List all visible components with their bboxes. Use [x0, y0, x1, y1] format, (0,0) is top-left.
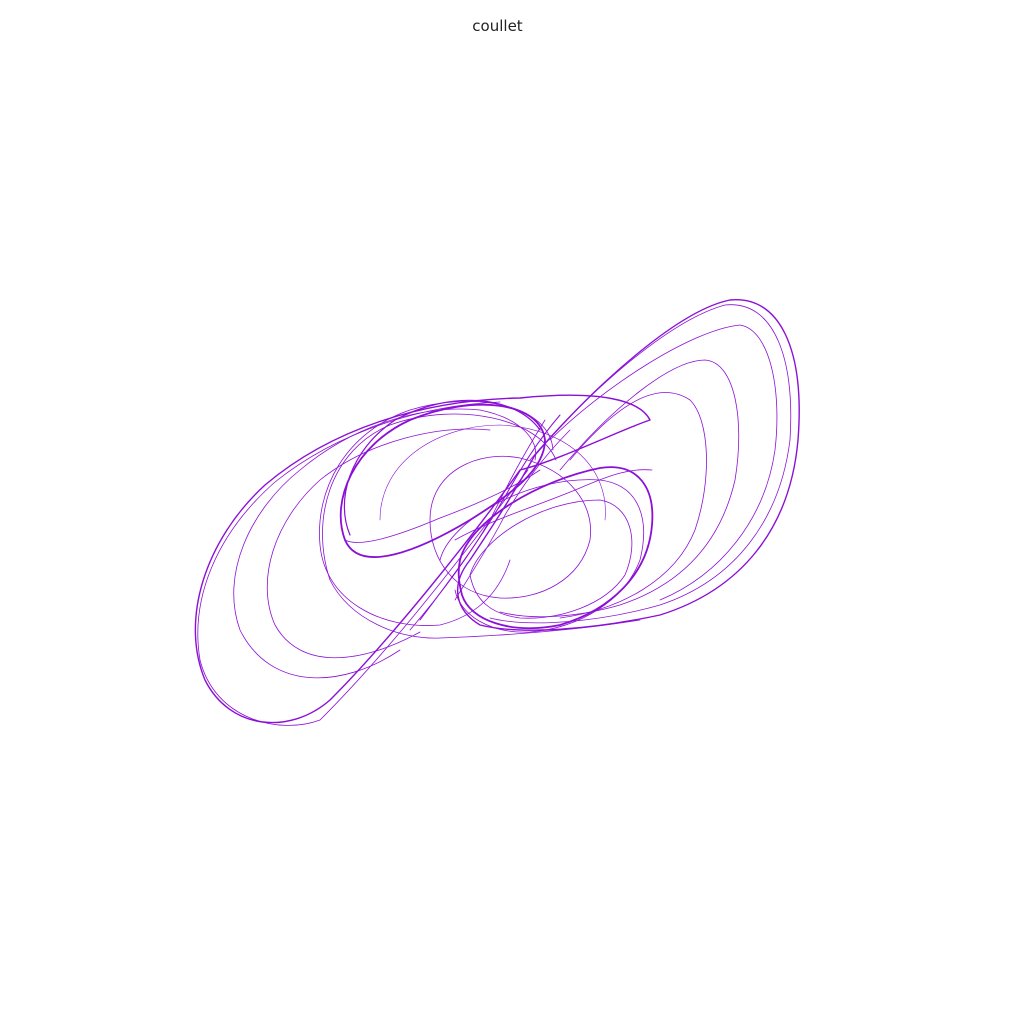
attractor-trajectory — [194, 299, 800, 726]
trajectory-loop-20 — [454, 429, 571, 601]
trajectory-loop-21 — [409, 419, 546, 631]
trajectory-loop-17 — [559, 392, 707, 619]
trajectory-loop-13 — [469, 499, 633, 619]
trajectory-loop-6 — [266, 428, 491, 659]
trajectory-loop-7 — [339, 403, 546, 558]
trajectory-loop-14 — [429, 455, 592, 599]
trajectory-loop-22 — [344, 469, 541, 543]
figure-title: coullet — [472, 17, 523, 35]
trajectory-loop-1 — [194, 394, 651, 724]
trajectory-loop-5 — [233, 408, 537, 679]
trajectory-loop-8 — [319, 400, 554, 626]
trajectory-loop-16 — [499, 359, 740, 618]
trajectory-loop-3 — [489, 304, 792, 624]
trajectory-loop-12 — [439, 479, 644, 633]
trajectory-loop-4 — [197, 401, 529, 726]
trajectory-loop-23 — [454, 469, 653, 541]
trajectory-loop-15 — [379, 424, 606, 521]
trajectory-loop-10 — [343, 399, 541, 536]
trajectory-loop-18 — [549, 324, 778, 601]
trajectory-loop-2 — [456, 299, 800, 631]
trajectory-loop-11 — [457, 466, 654, 629]
trajectory-loop-9 — [322, 413, 641, 639]
